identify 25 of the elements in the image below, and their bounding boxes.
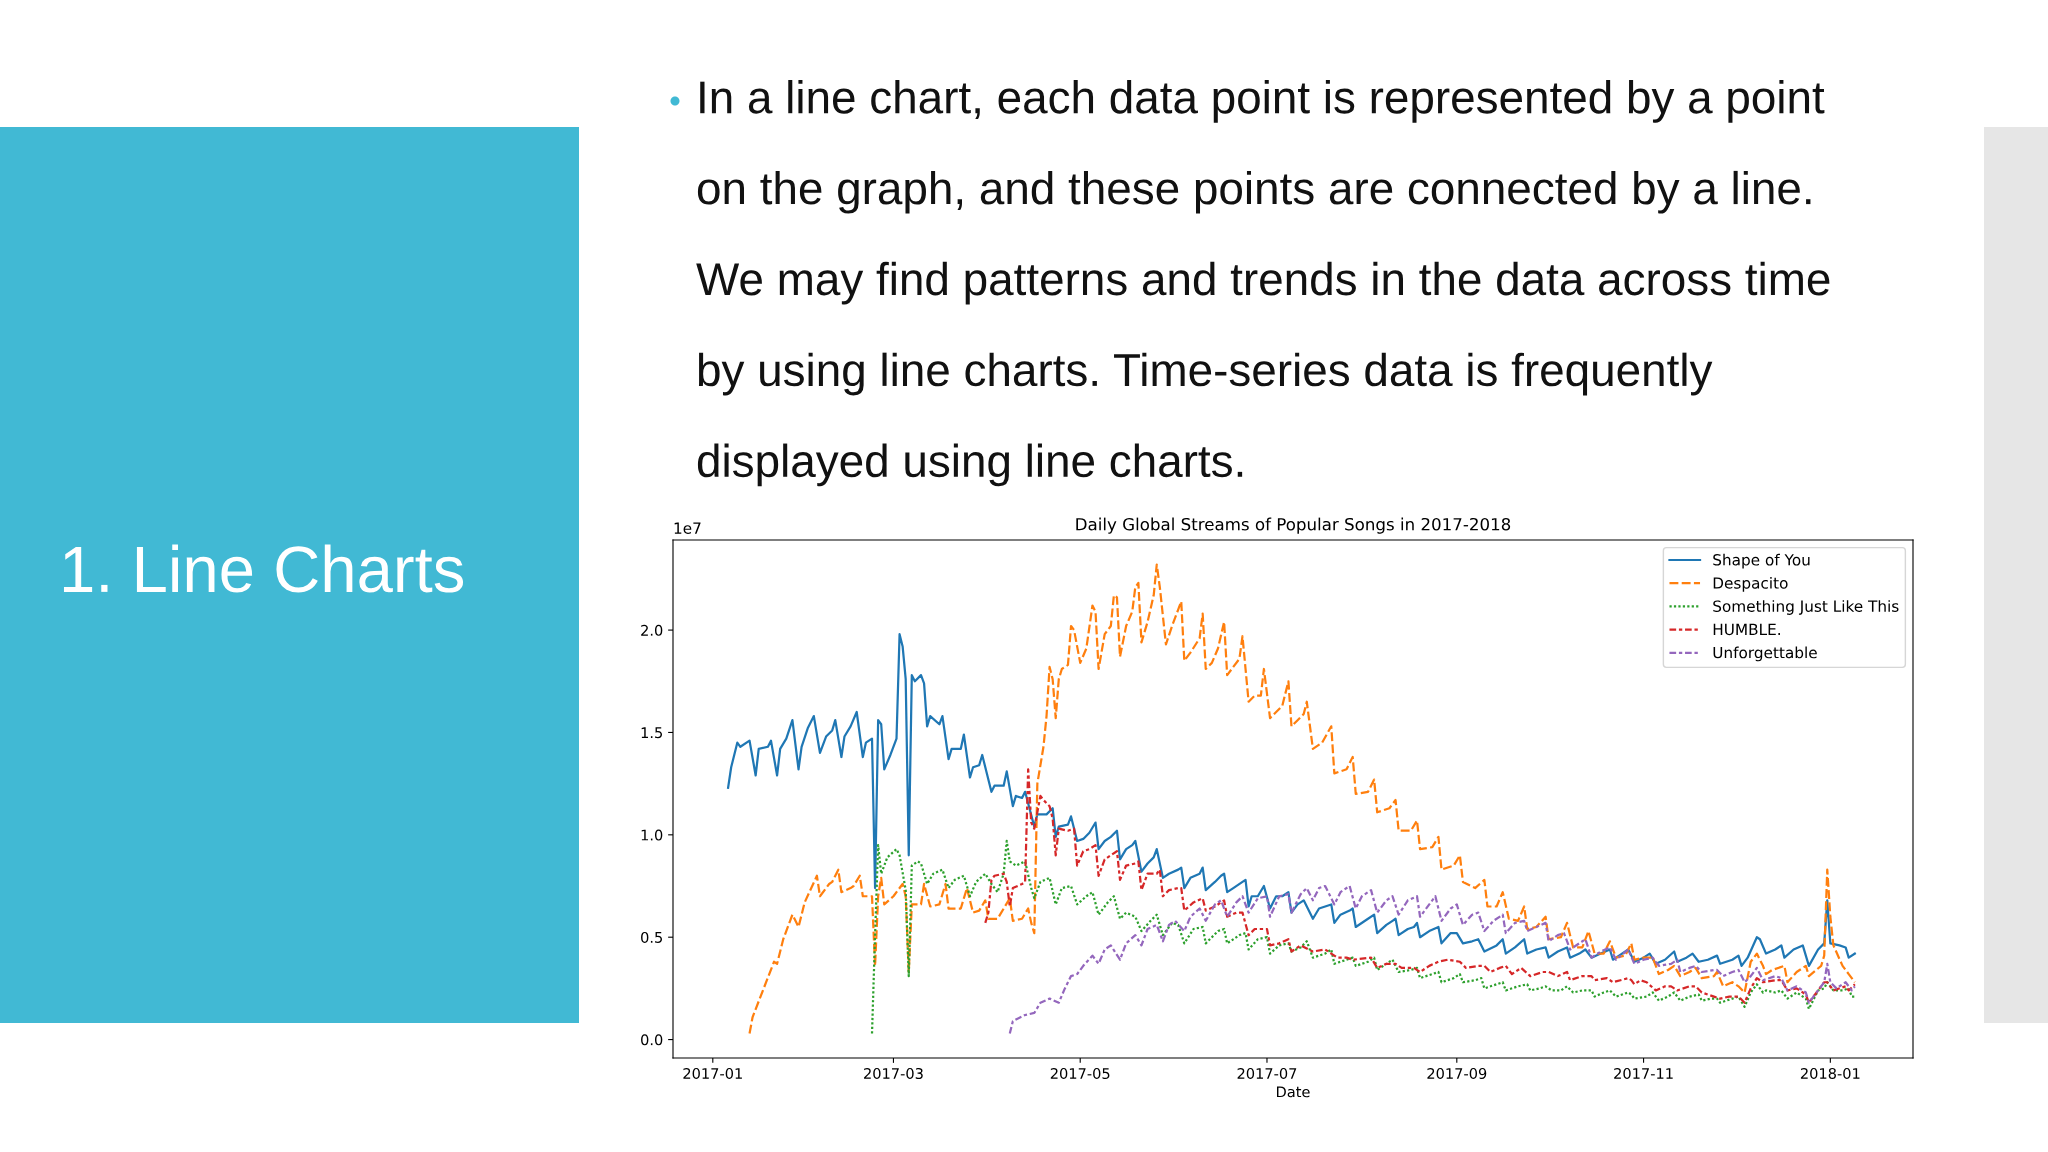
x-tick-label: 2017-01 bbox=[683, 1067, 742, 1080]
line-series bbox=[984, 768, 1856, 1004]
legend-label: Shape of You bbox=[1713, 553, 1810, 569]
chart-title: Daily Global Streams of Popular Songs in 2017-2018 bbox=[1076, 517, 1511, 534]
x-tick-label: 2017-11 bbox=[1614, 1067, 1673, 1080]
legend-label: Something Just Like This bbox=[1713, 600, 1899, 615]
line-series bbox=[1008, 884, 1856, 1035]
y-tick-label: 1.5 bbox=[641, 727, 662, 739]
legend-label: Unforgettable bbox=[1713, 646, 1817, 662]
text: 1. Line Charts bbox=[63, 544, 464, 593]
y-tick-label: 1.0 bbox=[641, 829, 663, 841]
y-tick-label: 0.0 bbox=[641, 1034, 663, 1046]
x-axis-title: Date bbox=[1277, 1086, 1310, 1098]
x-tick-label: 2017-07 bbox=[1237, 1067, 1297, 1080]
y-tick-label: 0.5 bbox=[641, 931, 662, 943]
text: In a line chart, each data point is represented by a point on the graph, and these points are connected by a line. We may find patterns and trends in the data across time by using line charts. Time-series data is frequently displayed using line charts. bbox=[696, 80, 1830, 487]
x-tick-label: 2017-09 bbox=[1427, 1067, 1487, 1080]
legend-label: HUMBLE. bbox=[1713, 623, 1780, 636]
x-tick-label: 2017-05 bbox=[1050, 1067, 1110, 1080]
y-tick-label: 2.0 bbox=[641, 624, 663, 636]
legend-label: Despacito bbox=[1713, 576, 1788, 592]
text: 1e7 bbox=[674, 522, 701, 534]
x-tick-label: 2017-03 bbox=[864, 1067, 923, 1080]
line-series bbox=[870, 839, 1856, 1035]
x-tick-label: 2018-01 bbox=[1800, 1067, 1860, 1080]
